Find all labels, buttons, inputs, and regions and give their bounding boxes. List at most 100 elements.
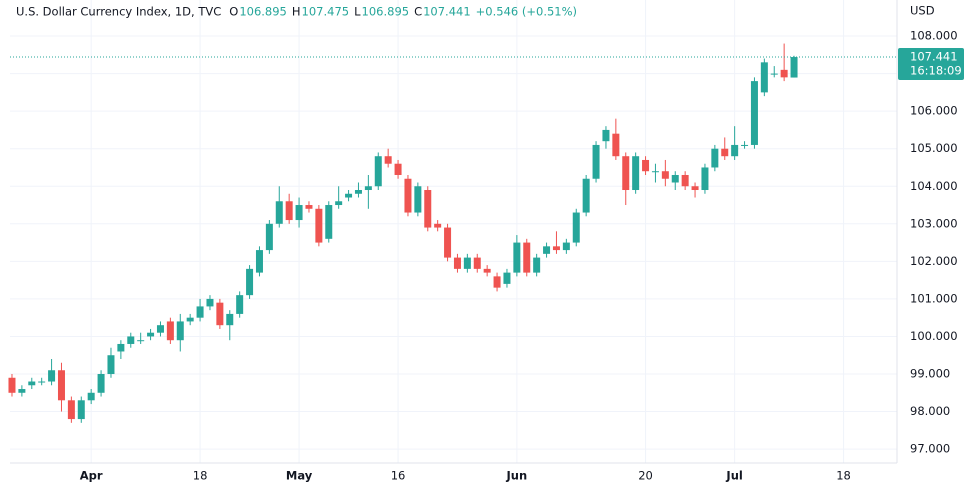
candle-body [453, 257, 461, 269]
candle-body [246, 268, 254, 296]
candle-body [701, 167, 709, 191]
x-tick-label: 16 [391, 469, 406, 483]
candle-body [335, 201, 343, 206]
candle-body [750, 81, 758, 145]
legend-open: 106.895 [239, 5, 287, 19]
candle-body [315, 208, 323, 243]
candle-body [236, 295, 244, 314]
candle-body [493, 276, 501, 288]
x-tick-label: Jul [725, 469, 742, 483]
candle-body [305, 205, 313, 209]
y-tick-label: 101.000 [910, 291, 958, 305]
candle-body [543, 246, 551, 254]
candle-body [691, 186, 699, 191]
candle-body [681, 174, 689, 187]
candle-body [255, 250, 263, 273]
candle-body [424, 190, 432, 228]
candle-body [166, 321, 174, 341]
candle-body [533, 257, 541, 273]
candle-body [592, 144, 600, 179]
x-tick-label: May [286, 469, 313, 483]
candle-body [196, 306, 204, 318]
candle-body [8, 377, 16, 393]
candle-body [483, 268, 491, 273]
candle-body [770, 73, 778, 75]
candle-body [384, 156, 392, 164]
candle-body [780, 69, 788, 78]
y-tick-label: 105.000 [910, 141, 958, 155]
candle-body [721, 148, 729, 157]
candle-body [285, 201, 293, 221]
candle-body [711, 148, 719, 168]
last-price-badge [898, 48, 964, 81]
y-tick-label: 99.000 [910, 367, 950, 381]
candle-body [651, 171, 659, 173]
candle-body [28, 381, 36, 386]
countdown-label: 16:18:09 [910, 64, 962, 78]
candle-body [275, 201, 283, 224]
candles [8, 43, 798, 423]
candle-body [394, 163, 402, 175]
candle-body [612, 133, 620, 157]
candle-body [345, 193, 353, 198]
candle-body [444, 227, 452, 258]
candle-body [731, 144, 739, 157]
candle-body [156, 325, 164, 333]
candle-body [226, 313, 234, 326]
candle-body [186, 317, 194, 322]
y-tick-label: 98.000 [910, 404, 950, 418]
last-price-label: 107.441 [910, 50, 958, 64]
legend-low-label: L [354, 5, 361, 19]
y-tick-label: 103.000 [910, 216, 958, 230]
y-tick-label: 108.000 [910, 29, 958, 43]
candle-body [18, 389, 26, 393]
candle-body [602, 129, 610, 142]
candle-body [77, 400, 85, 420]
candle-body [107, 355, 115, 375]
candle-body [137, 340, 145, 342]
legend-close: 107.441 [423, 5, 471, 19]
candle-body [295, 205, 303, 221]
candle-body [265, 223, 273, 251]
candle-body [463, 257, 471, 269]
legend-open-label: O [229, 5, 238, 19]
y-tick-label: 100.000 [910, 329, 958, 343]
x-tick-label: Jun [506, 469, 528, 483]
candle-body [473, 257, 481, 269]
legend-high-label: H [292, 5, 301, 19]
candle-body [147, 332, 155, 337]
candle-body [57, 370, 65, 401]
candle-body [67, 400, 75, 420]
candle-body [671, 174, 679, 183]
candle-body [206, 298, 214, 307]
ohlc-legend: U.S. Dollar Currency Index, 1D, TVC O 106… [16, 5, 577, 19]
candle-body [38, 381, 46, 383]
currency-label: USD [910, 4, 935, 18]
legend-change: +0.546 (+0.51%) [476, 5, 577, 19]
candle-body [790, 57, 798, 78]
x-tick-label: Apr [80, 469, 103, 483]
chart-title: U.S. Dollar Currency Index, 1D, TVC [16, 5, 221, 19]
candle-body [216, 302, 224, 326]
candle-body [176, 321, 184, 341]
candle-body [87, 392, 95, 401]
x-tick-label: 20 [638, 469, 653, 483]
y-tick-label: 106.000 [910, 104, 958, 118]
candle-body [404, 178, 412, 213]
candle-body [523, 242, 531, 273]
candle-body [741, 144, 749, 146]
legend-low: 106.895 [362, 5, 410, 19]
y-tick-label: 104.000 [910, 179, 958, 193]
x-tick-label: 18 [193, 469, 208, 483]
candle-body [760, 62, 768, 93]
candle-body [354, 190, 362, 194]
candle-body [325, 205, 333, 239]
candle-body [434, 223, 442, 228]
candle-body [513, 242, 521, 273]
y-tick-label: 97.000 [910, 442, 950, 456]
y-tick-label: 102.000 [910, 254, 958, 268]
x-tick-label: 18 [836, 469, 851, 483]
legend-close-label: C [414, 5, 422, 19]
